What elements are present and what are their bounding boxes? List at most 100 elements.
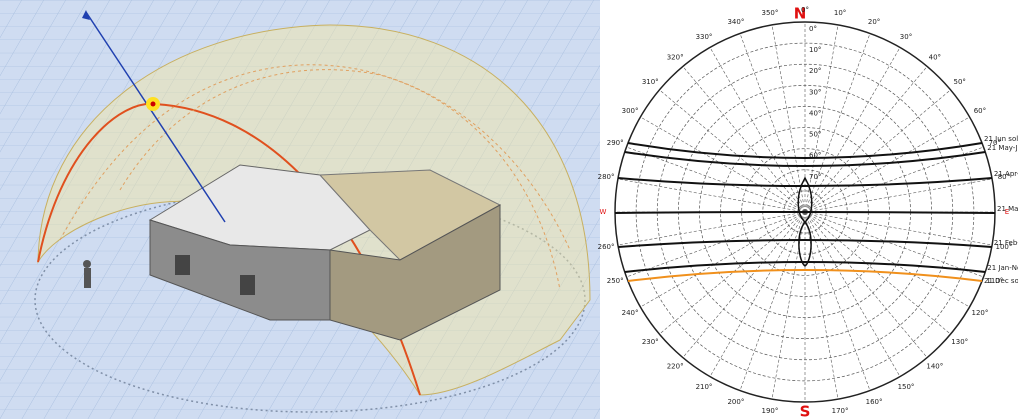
sun-vector — [85, 11, 226, 223]
azimuth-label: 350° — [761, 9, 778, 17]
azimuth-label: E — [1005, 208, 1009, 216]
sun-path-label: 21 Jun solst — [984, 135, 1018, 143]
altitude-label: 70° — [809, 173, 821, 181]
azimuth-label: S — [800, 403, 811, 419]
azimuth-label: 340° — [727, 18, 744, 26]
azimuth-line — [659, 89, 806, 213]
azimuth-label: 60° — [974, 107, 986, 115]
person — [84, 268, 91, 288]
north-label: N — [794, 5, 807, 23]
azimuth-line — [804, 24, 839, 213]
azimuth-line — [804, 178, 993, 213]
azimuth-line — [804, 211, 970, 308]
person-head — [83, 260, 91, 268]
azimuth-line — [804, 211, 993, 246]
sun-path — [618, 239, 992, 248]
window — [240, 275, 255, 295]
sun-path — [627, 269, 983, 282]
azimuth-line — [739, 33, 806, 213]
sun-path — [627, 142, 983, 159]
azimuth-line — [617, 178, 806, 213]
azimuth-line — [617, 211, 806, 246]
arrow-head — [82, 10, 90, 20]
azimuth-line — [804, 89, 951, 213]
azimuth-label: 220° — [667, 363, 684, 371]
azimuth-line — [804, 211, 951, 335]
azimuth-line — [739, 211, 806, 391]
azimuth-line — [626, 211, 806, 278]
azimuth-label: 30° — [900, 33, 912, 41]
azimuth-label: 0° — [801, 6, 809, 14]
azimuth-label: 300° — [622, 107, 639, 115]
azimuth-label: 80° — [998, 173, 1010, 181]
azimuth-label: 190° — [761, 407, 778, 415]
sun-path-label: 21 Mar-S — [997, 205, 1018, 213]
azimuth-label: 240° — [622, 309, 639, 317]
azimuth-line — [804, 211, 984, 278]
altitude-label: 40° — [809, 109, 821, 117]
azimuth-line — [804, 211, 928, 358]
altitude-label: 50° — [809, 131, 821, 139]
azimuth-label: 20° — [868, 18, 880, 26]
sun-center — [150, 101, 156, 107]
azimuth-line — [804, 33, 871, 213]
azimuth-label: 150° — [898, 383, 915, 391]
sun-path — [617, 177, 993, 187]
sun-path — [614, 211, 996, 214]
azimuth-line — [682, 211, 806, 358]
azimuth-label: 120° — [971, 309, 988, 317]
altitude-label: 0° — [809, 25, 817, 33]
azimuth-label: 70° — [989, 139, 1001, 147]
azimuth-label: 200° — [727, 398, 744, 406]
azimuth-label: 110° — [986, 277, 1003, 285]
azimuth-label: 250° — [607, 277, 624, 285]
azimuth-label: 230° — [642, 338, 659, 346]
altitude-label: 30° — [809, 88, 821, 96]
house-wall-side — [329, 204, 501, 341]
azimuth-line — [659, 211, 806, 335]
azimuth-label: 140° — [926, 363, 943, 371]
azimuth-label: 40° — [929, 53, 941, 61]
azimuth-label: 160° — [866, 398, 883, 406]
azimuth-label: 50° — [954, 78, 966, 86]
sun-path — [624, 261, 986, 273]
sun-path-label: 21 Dec solst — [984, 277, 1018, 285]
horizon-circle — [34, 187, 586, 413]
sun-path-label: 21 Jan-Nov — [987, 264, 1018, 272]
analemma — [797, 176, 813, 267]
azimuth-line — [640, 211, 806, 308]
azimuth-label: 210° — [696, 383, 713, 391]
azimuth-line — [804, 146, 984, 213]
azimuth-line — [640, 116, 806, 213]
azimuth-line — [709, 47, 806, 213]
azimuth-label: 280° — [598, 173, 615, 181]
azimuth-line — [804, 211, 871, 391]
altitude-label: 10° — [809, 46, 821, 54]
azimuth-line — [771, 24, 806, 213]
sun-path-diagram: N 0° 10° 20° 30° 40° 50° 60° 70° 80° E 100° 110° 120… — [598, 5, 1018, 419]
azimuth-label: 130° — [951, 338, 968, 346]
azimuth-label: 260° — [598, 243, 615, 251]
azimuth-label: 10° — [834, 9, 846, 17]
azimuth-label: 290° — [607, 139, 624, 147]
azimuth-label: 320° — [667, 53, 684, 61]
sun-path-label: 21 May-Jul — [987, 144, 1018, 152]
altitude-label: 60° — [809, 152, 821, 160]
azimuth-line — [804, 66, 928, 213]
azimuth-line — [626, 146, 806, 213]
sun-path — [624, 151, 986, 167]
azimuth-line — [804, 47, 901, 213]
altitude-label: 20° — [809, 67, 821, 75]
azimuth-label: 170° — [832, 407, 849, 415]
scene-3d — [0, 0, 600, 419]
azimuth-label: 310° — [642, 78, 659, 86]
azimuth-label: 100° — [995, 243, 1012, 251]
window — [175, 255, 190, 275]
sun-path-label: 21 Feb-Oct — [994, 239, 1018, 247]
azimuth-label: 330° — [696, 33, 713, 41]
azimuth-line — [804, 116, 970, 213]
azimuth-line — [682, 66, 806, 213]
azimuth-label: W — [600, 208, 607, 216]
sun-path-label: 21 Apr-A — [994, 170, 1018, 178]
